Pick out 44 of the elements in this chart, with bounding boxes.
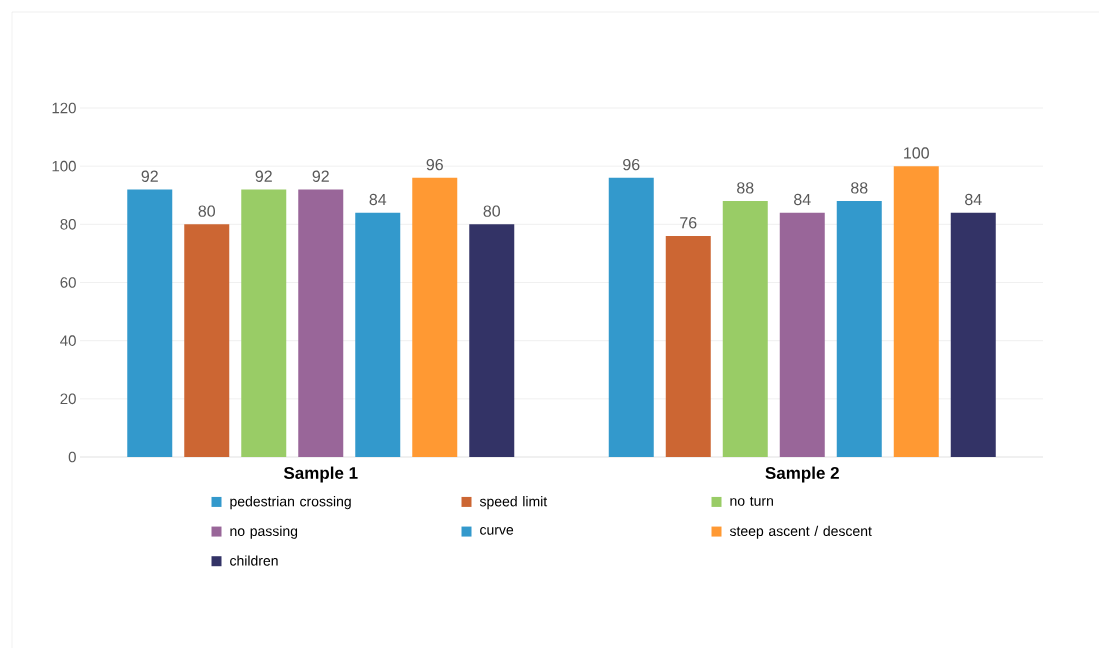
data-label: 88: [737, 182, 754, 194]
bar: [608, 177, 654, 457]
bar: [412, 177, 458, 457]
legend-label: no passing: [230, 525, 298, 539]
data-label: 76: [680, 217, 697, 229]
legend-label: steep ascent / descent: [729, 525, 872, 539]
legend-label: speed limit: [479, 496, 548, 510]
y-tick-label: 120: [52, 102, 76, 114]
legend-label: curve: [480, 527, 514, 535]
bar: [950, 212, 996, 457]
data-label: 80: [483, 205, 501, 217]
bar: [779, 212, 825, 457]
x-tick-label: Sample 2: [765, 466, 839, 483]
bar: [298, 189, 344, 457]
y-tick-label: 40: [60, 335, 76, 346]
data-label: 92: [141, 170, 158, 182]
data-label: 96: [623, 158, 640, 171]
y-tick-label: 0: [68, 451, 76, 463]
data-label: 84: [369, 193, 387, 206]
bar: [184, 224, 230, 457]
data-label: 96: [426, 158, 443, 171]
y-tick-label: 20: [60, 393, 76, 405]
bar: [241, 189, 287, 457]
data-label: 88: [851, 182, 868, 194]
data-label: 92: [312, 170, 329, 182]
data-label: 84: [965, 193, 982, 206]
bar: [127, 189, 173, 457]
bar: [836, 201, 882, 457]
x-tick-label: Sample 1: [283, 466, 358, 483]
y-tick-label: 100: [52, 160, 76, 172]
legend-label: no turn: [730, 496, 773, 506]
data-label: 80: [198, 205, 216, 217]
y-tick-label: 60: [60, 277, 76, 288]
bar: [722, 201, 768, 457]
data-label: 100: [904, 147, 929, 159]
legend-label: children: [230, 555, 278, 566]
legend-label: pedestrian crossing: [230, 496, 351, 510]
y-tick-label: 80: [60, 219, 76, 230]
bar: [355, 212, 401, 457]
bar: [893, 166, 939, 457]
bar: [469, 224, 515, 457]
bar: [665, 235, 711, 457]
data-label: 84: [794, 193, 811, 206]
data-label: 92: [255, 170, 272, 182]
